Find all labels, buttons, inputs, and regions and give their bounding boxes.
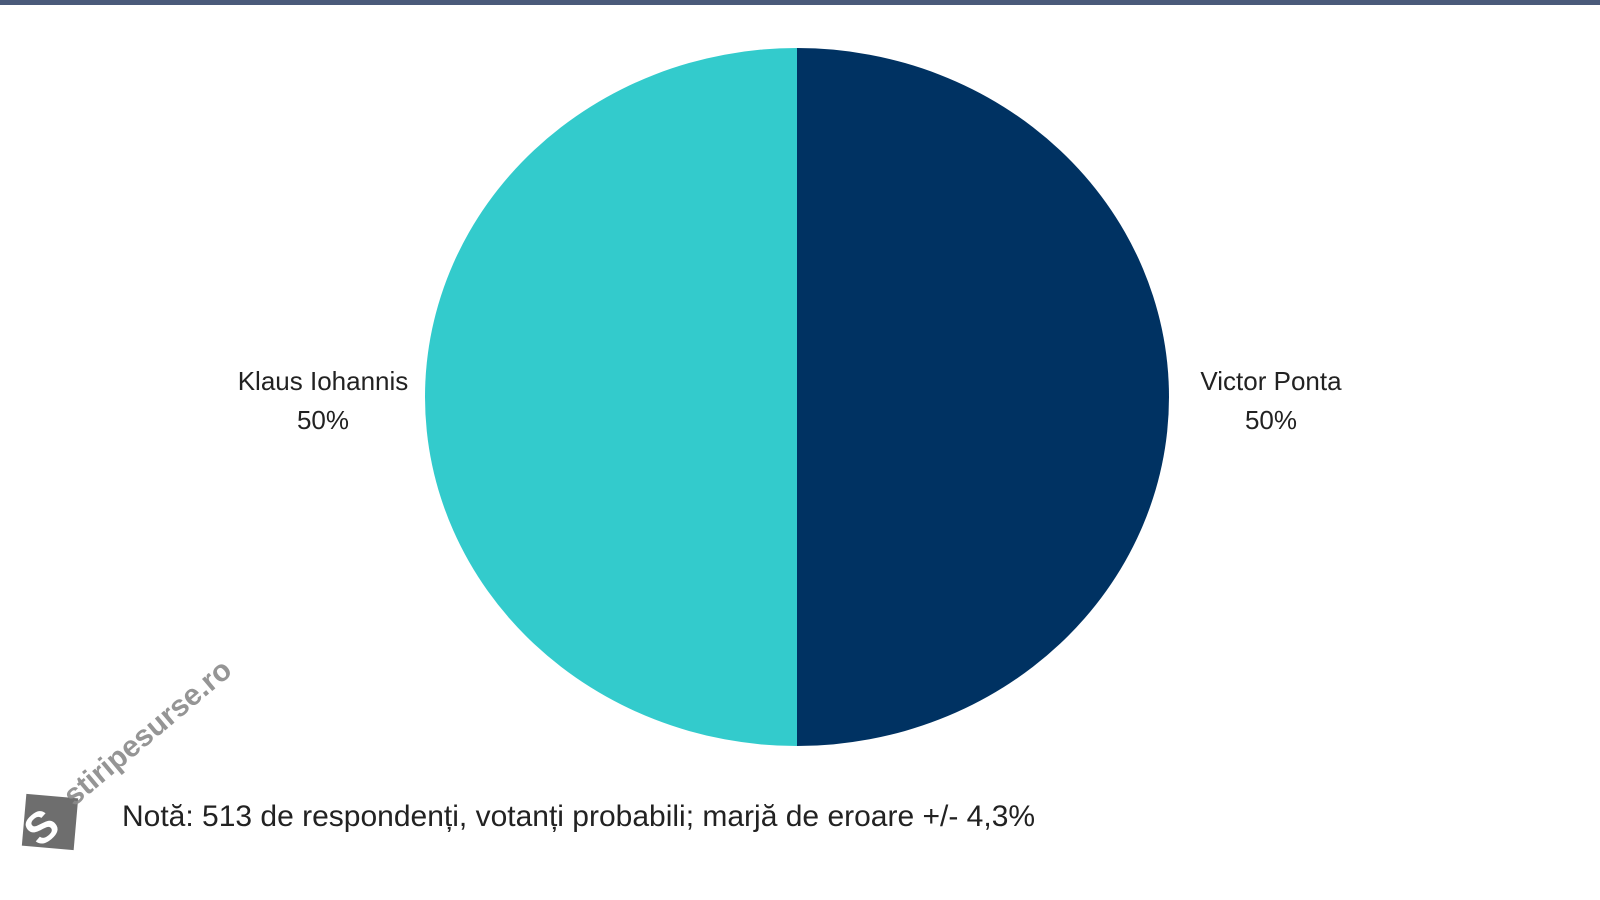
pie-slice [425, 48, 797, 746]
slice-value-label: 50% [1245, 405, 1297, 435]
pie-slice [797, 48, 1169, 746]
watermark: S stiripesurse.ro [15, 653, 238, 856]
slice-label: Klaus Iohannis [238, 366, 409, 396]
slice-value-label: 50% [297, 405, 349, 435]
slice-label: Victor Ponta [1200, 366, 1342, 396]
watermark-logo [21, 793, 79, 851]
top-border [0, 0, 1600, 5]
watermark-text: stiripesurse.ro [57, 653, 238, 812]
note: Notă: 513 de respondenți, votanți probab… [122, 800, 1035, 833]
